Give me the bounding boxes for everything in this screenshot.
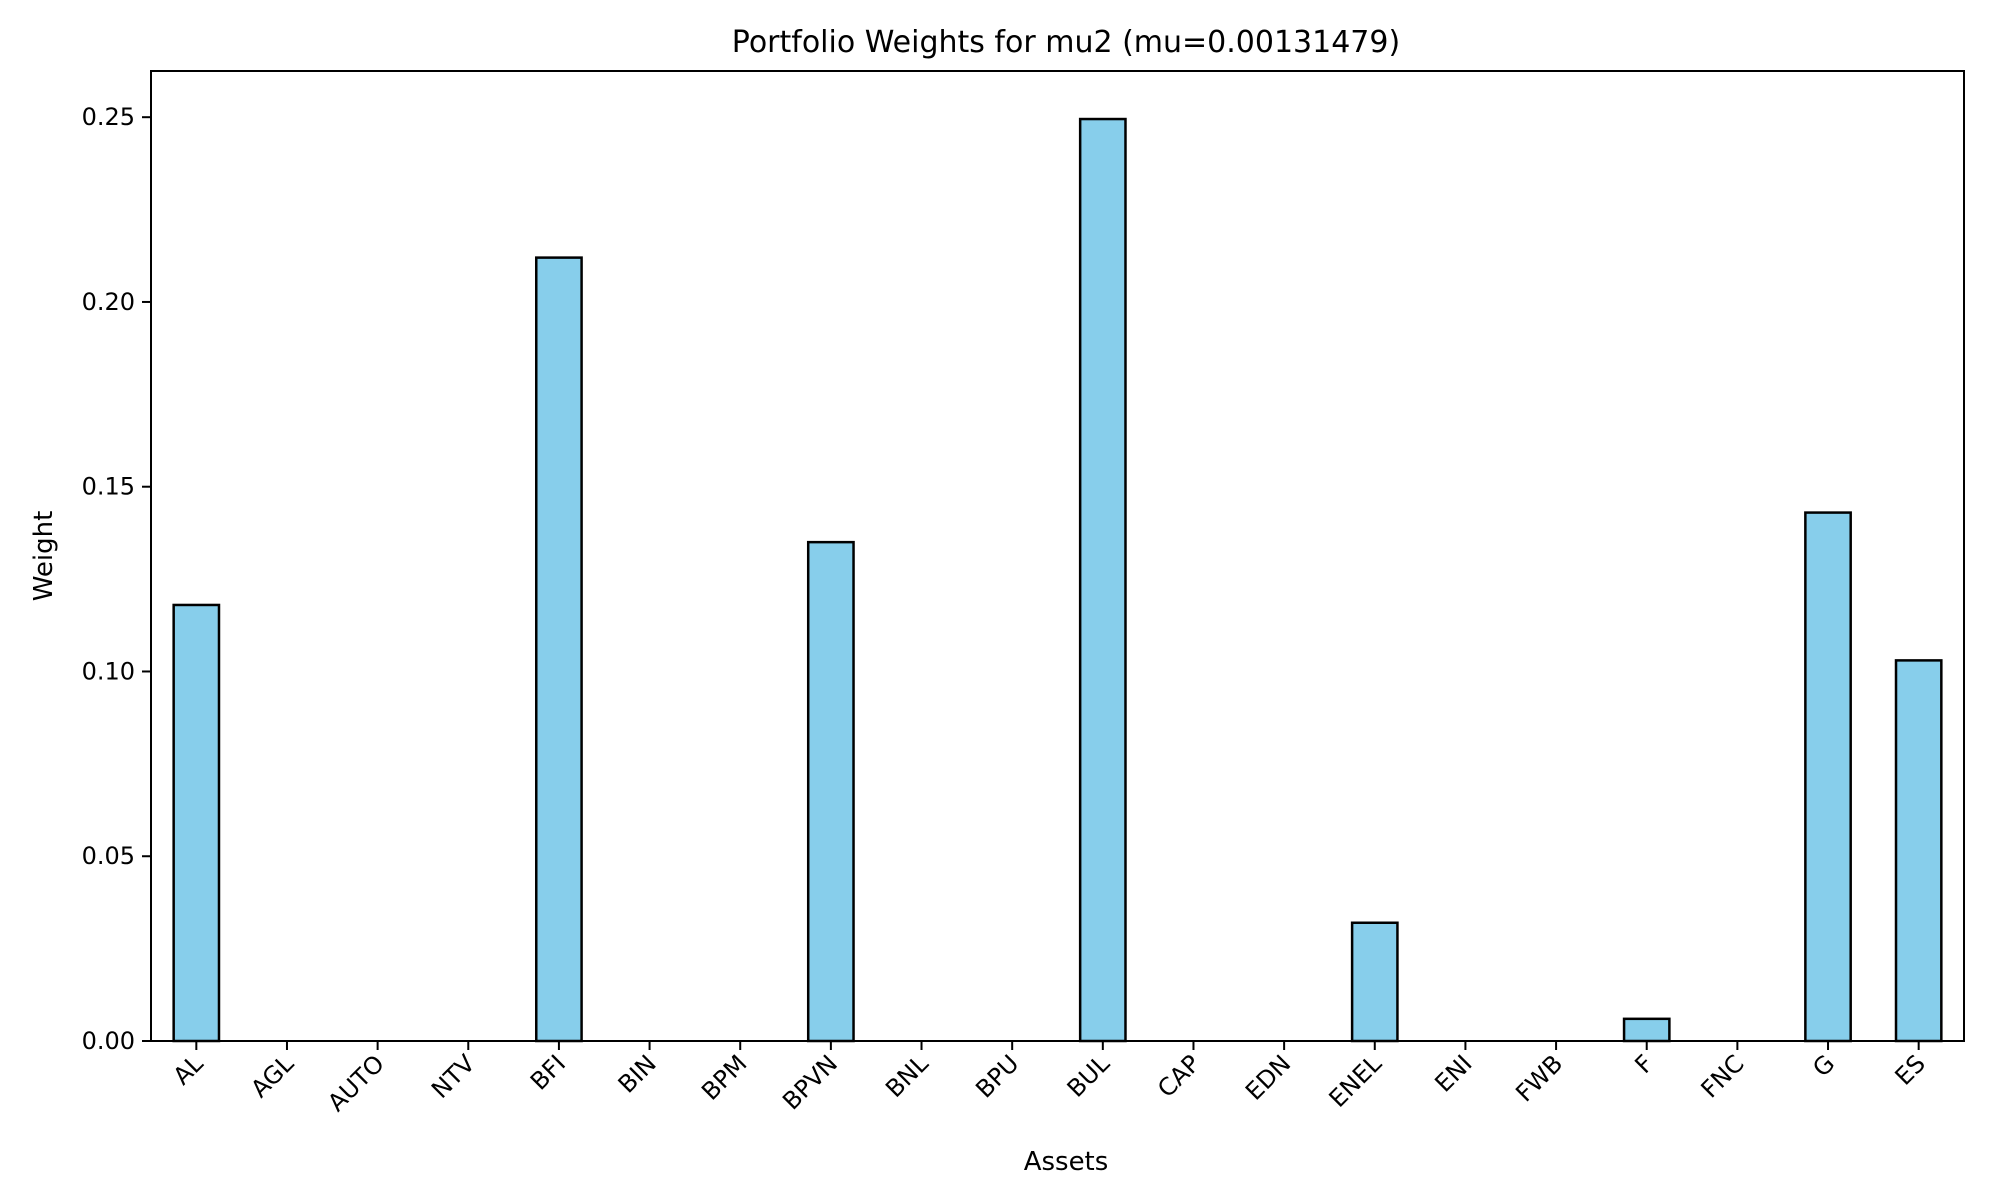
bar-bpvn: [806, 540, 855, 1043]
y-tick-label: 0.00: [82, 1027, 135, 1055]
x-tick-label: AGL: [245, 1049, 299, 1103]
x-tick-label: ENI: [1429, 1049, 1477, 1097]
x-tick-label: NTV: [426, 1049, 481, 1104]
bar-bfi: [535, 256, 583, 1043]
x-tick-label: AL: [168, 1049, 209, 1090]
x-tick-label: BNL: [880, 1049, 934, 1103]
x-tick-label: BFI: [525, 1049, 571, 1095]
x-tick-label: CAP: [1152, 1049, 1205, 1102]
x-tick-label: AUTO: [322, 1049, 390, 1117]
y-tick-label: 0.10: [82, 657, 135, 685]
bar-al: [172, 603, 221, 1043]
y-tick-label: 0.15: [82, 473, 135, 501]
x-tick-label: EDN: [1240, 1049, 1296, 1105]
x-tick-label: BPVN: [777, 1049, 843, 1115]
chart-title: Portfolio Weights for mu2 (mu=0.00131479…: [732, 25, 1400, 60]
x-tick-label: G: [1807, 1049, 1840, 1082]
bars-group: [172, 117, 1943, 1043]
y-tick-label: 0.20: [82, 288, 135, 316]
bar-bul: [1078, 117, 1127, 1043]
plot-frame: [150, 70, 1965, 1042]
x-tick-label: BPU: [970, 1049, 1024, 1103]
x-axis-label: Assets: [1024, 1147, 1109, 1177]
bar-enel: [1350, 921, 1399, 1043]
y-axis: 0.00 0.05 0.10 0.15 0.20 0.25: [82, 103, 151, 1055]
y-tick-label: 0.25: [82, 103, 135, 131]
x-tick-label: FNC: [1696, 1049, 1750, 1103]
x-tick-label: ES: [1890, 1049, 1931, 1090]
x-tick-label: BUL: [1062, 1049, 1116, 1103]
x-tick-label: F: [1629, 1049, 1659, 1079]
x-tick-label: BIN: [613, 1049, 662, 1098]
y-tick-label: 0.05: [82, 842, 135, 870]
y-axis-label: Weight: [29, 511, 59, 602]
x-tick-label: FWB: [1510, 1049, 1568, 1107]
x-tick-label: BPM: [696, 1049, 752, 1105]
bar-f: [1622, 1017, 1671, 1043]
x-tick-label: ENEL: [1324, 1049, 1388, 1113]
x-axis: AL AGL AUTO NTV BFI BIN BPM BPVN BNL BPU BUL CAP EDN…: [168, 1041, 1931, 1117]
bar-es: [1894, 659, 1943, 1043]
bar-g: [1804, 511, 1852, 1043]
